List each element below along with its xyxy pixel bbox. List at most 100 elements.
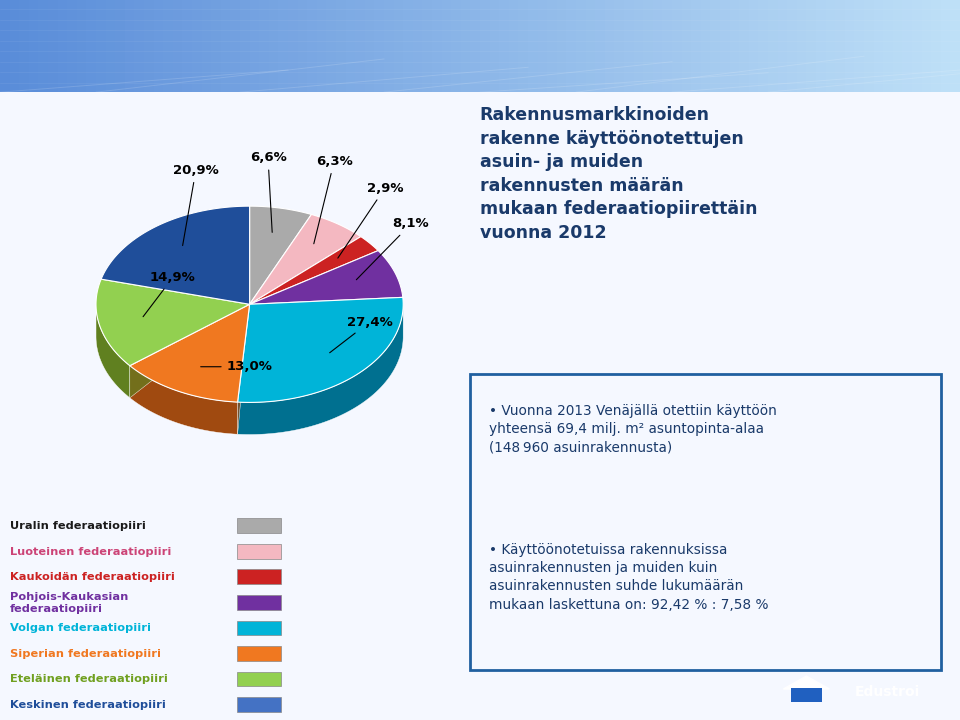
FancyBboxPatch shape — [237, 570, 281, 584]
Polygon shape — [130, 305, 250, 398]
Polygon shape — [130, 305, 250, 398]
Bar — [547, 0, 557, 92]
Bar — [653, 0, 662, 92]
Bar — [403, 0, 413, 92]
Bar — [307, 0, 317, 92]
Text: 6,6%: 6,6% — [250, 151, 286, 233]
Bar — [336, 0, 346, 92]
Bar — [662, 0, 672, 92]
Text: Keskinen federaatiopiiri: Keskinen federaatiopiiri — [10, 700, 165, 710]
Text: Pohjois-Kaukasian
federaatiopiiri: Pohjois-Kaukasian federaatiopiiri — [10, 592, 128, 613]
Bar — [230, 0, 240, 92]
Bar — [787, 0, 797, 92]
Bar — [10, 0, 19, 92]
Text: Volgan federaatiopiiri: Volgan federaatiopiiri — [10, 624, 151, 634]
Polygon shape — [237, 305, 250, 434]
Text: 20,9%: 20,9% — [173, 164, 219, 246]
Bar — [797, 0, 806, 92]
Bar — [221, 0, 230, 92]
Bar — [38, 0, 48, 92]
Text: 13,0%: 13,0% — [201, 360, 273, 373]
Bar — [240, 0, 250, 92]
Bar — [250, 0, 259, 92]
Polygon shape — [130, 366, 237, 434]
Text: Rakennusmarkkinoiden
rakenne käyttöönotettujen
asuin- ja muiden
rakennusten määr: Rakennusmarkkinoiden rakenne käyttöönote… — [480, 106, 757, 242]
Bar — [422, 0, 432, 92]
Text: • Käyttöönotetuissa rakennuksissa
asuinrakennusten ja muiden kuin
asuinrakennust: • Käyttöönotetuissa rakennuksissa asuinr… — [490, 543, 769, 612]
Text: Uralin federaatiopiiri: Uralin federaatiopiiri — [10, 521, 146, 531]
Bar — [950, 0, 960, 92]
Polygon shape — [783, 676, 829, 689]
Bar — [269, 0, 278, 92]
Bar — [451, 0, 461, 92]
Polygon shape — [130, 305, 250, 402]
Bar — [394, 0, 403, 92]
Bar — [835, 0, 845, 92]
Text: 14,9%: 14,9% — [143, 271, 196, 317]
Polygon shape — [96, 305, 130, 398]
Text: Kaukoidän federaatiopiiri: Kaukoidän federaatiopiiri — [10, 572, 175, 582]
Bar — [442, 0, 451, 92]
Polygon shape — [250, 215, 361, 305]
Bar — [115, 0, 125, 92]
Bar — [624, 0, 634, 92]
Bar — [806, 0, 816, 92]
Bar — [480, 0, 490, 92]
Bar — [922, 0, 931, 92]
Bar — [528, 0, 538, 92]
Bar — [566, 0, 576, 92]
Bar — [538, 0, 547, 92]
Bar — [576, 0, 586, 92]
Bar — [154, 0, 163, 92]
Bar — [778, 0, 787, 92]
Text: Luoteinen federaatiopiiri: Luoteinen federaatiopiiri — [10, 546, 171, 557]
Bar — [86, 0, 96, 92]
Bar — [48, 0, 58, 92]
Bar — [461, 0, 470, 92]
Bar — [346, 0, 355, 92]
FancyBboxPatch shape — [237, 697, 281, 712]
Bar — [202, 0, 211, 92]
Bar — [791, 688, 822, 702]
Text: 6,3%: 6,3% — [314, 155, 352, 244]
Bar — [720, 0, 730, 92]
Bar — [144, 0, 154, 92]
Bar — [490, 0, 499, 92]
Bar — [557, 0, 566, 92]
Bar — [317, 0, 326, 92]
Bar — [211, 0, 221, 92]
Bar — [509, 0, 518, 92]
Polygon shape — [96, 279, 250, 366]
Bar — [384, 0, 394, 92]
Bar — [672, 0, 682, 92]
Bar — [134, 0, 144, 92]
FancyBboxPatch shape — [237, 621, 281, 635]
Bar — [749, 0, 758, 92]
Bar — [259, 0, 269, 92]
Bar — [595, 0, 605, 92]
Text: Edustroi: Edustroi — [854, 685, 920, 699]
Bar — [163, 0, 173, 92]
Bar — [893, 0, 902, 92]
FancyBboxPatch shape — [237, 544, 281, 559]
FancyBboxPatch shape — [237, 672, 281, 686]
Text: 27,4%: 27,4% — [329, 315, 393, 353]
Polygon shape — [250, 206, 311, 305]
Bar — [96, 0, 106, 92]
Bar — [182, 0, 192, 92]
Bar — [931, 0, 941, 92]
Bar — [739, 0, 749, 92]
Bar — [874, 0, 883, 92]
Bar — [634, 0, 643, 92]
Bar — [470, 0, 480, 92]
Bar — [58, 0, 67, 92]
Bar — [614, 0, 624, 92]
Text: 2,9%: 2,9% — [338, 181, 403, 258]
FancyBboxPatch shape — [237, 646, 281, 661]
Bar — [67, 0, 77, 92]
Bar — [106, 0, 115, 92]
Bar — [902, 0, 912, 92]
Bar — [845, 0, 854, 92]
Polygon shape — [250, 251, 403, 305]
Bar — [374, 0, 384, 92]
